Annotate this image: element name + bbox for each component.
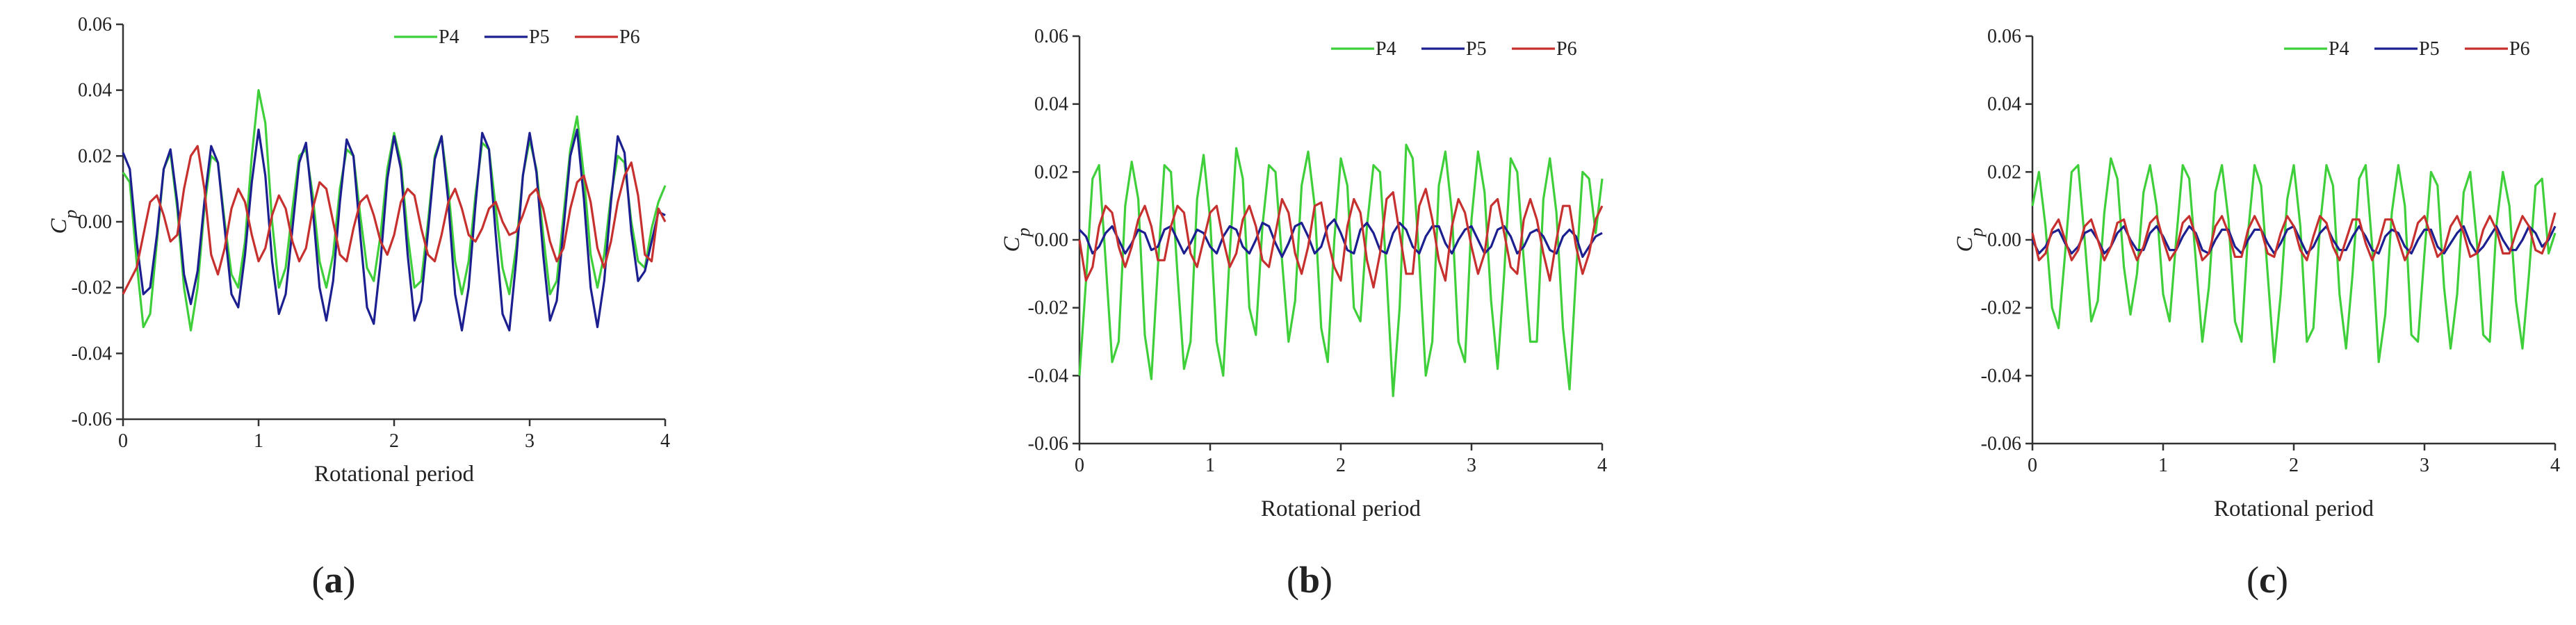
x-tick-label: 1 (254, 430, 263, 452)
legend-label: P6 (1556, 38, 1577, 60)
x-tick-label: 2 (389, 430, 399, 452)
y-tick-label: 0.00 (1987, 229, 2021, 251)
legend-label: P6 (2509, 38, 2530, 60)
data-line (1078, 143, 1604, 398)
x-axis-label: Rotational period (2214, 496, 2374, 521)
data-line (2031, 212, 2557, 261)
y-tick-label: 0.02 (1034, 161, 1068, 183)
panel-label: (a) (312, 559, 356, 601)
data-line (1078, 188, 1604, 289)
data-line (122, 128, 666, 332)
legend-label: P5 (529, 26, 550, 48)
y-tick-label: 0.02 (78, 145, 112, 167)
y-tick-label: 0.02 (1987, 161, 2021, 183)
x-tick-label: 4 (1597, 455, 1607, 476)
y-tick-label: 0.04 (1987, 94, 2021, 115)
y-tick-label: -0.02 (1028, 298, 1068, 319)
y-axis-label: Cp (1000, 227, 1034, 252)
x-tick-label: 4 (660, 430, 670, 452)
legend-label: P4 (2329, 38, 2349, 60)
y-tick-label: 0.06 (1034, 26, 1068, 47)
x-tick-label: 2 (1336, 455, 1346, 476)
legend-label: P4 (1376, 38, 1396, 60)
y-tick-label: -0.02 (72, 277, 112, 299)
x-axis-label: Rotational period (314, 462, 475, 487)
y-tick-label: -0.04 (1981, 365, 2021, 387)
x-tick-label: 3 (2420, 455, 2429, 476)
x-tick-label: 3 (1467, 455, 1476, 476)
data-line (2031, 157, 2557, 364)
y-tick-label: 0.00 (1034, 229, 1068, 251)
panel-label: (c) (2247, 559, 2288, 601)
y-tick-label: 0.04 (78, 80, 112, 102)
data-line (122, 145, 667, 295)
x-tick-label: 1 (2158, 455, 2168, 476)
legend-label: P6 (619, 26, 640, 48)
y-tick-label: 0.06 (78, 14, 112, 35)
x-tick-label: 3 (525, 430, 535, 452)
x-tick-label: 2 (2289, 455, 2299, 476)
x-tick-label: 4 (2550, 455, 2560, 476)
y-tick-label: -0.06 (72, 409, 112, 430)
data-line (1078, 218, 1603, 259)
data-line (122, 89, 667, 332)
legend-label: P5 (2419, 38, 2440, 60)
y-tick-label: -0.04 (72, 343, 112, 364)
x-tick-label: 0 (2028, 455, 2037, 476)
y-tick-label: -0.04 (1028, 365, 1068, 387)
legend-label: P5 (1466, 38, 1487, 60)
y-axis-label: Cp (1953, 227, 1987, 252)
y-tick-label: -0.06 (1028, 433, 1068, 455)
y-tick-label: -0.06 (1981, 433, 2021, 455)
x-tick-label: 0 (118, 430, 128, 452)
x-tick-label: 1 (1205, 455, 1215, 476)
x-tick-label: 0 (1075, 455, 1084, 476)
y-tick-label: 0.06 (1987, 26, 2021, 47)
x-axis-label: Rotational period (1261, 496, 1421, 521)
panel-label: (b) (1287, 559, 1332, 601)
legend-label: P4 (439, 26, 459, 48)
y-axis-label: Cp (47, 209, 81, 234)
y-tick-label: 0.04 (1034, 94, 1068, 115)
y-tick-label: 0.00 (78, 211, 112, 233)
y-tick-label: -0.02 (1981, 298, 2021, 319)
